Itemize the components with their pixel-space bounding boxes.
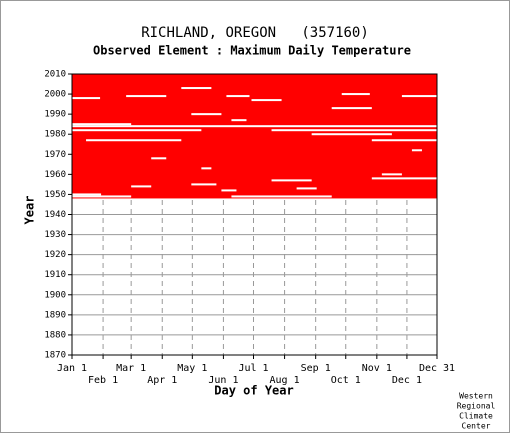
- missing-segment: [191, 183, 217, 186]
- missing-segment: [231, 195, 332, 198]
- y-tick-label: 1920: [44, 250, 66, 260]
- y-tick-label: 1960: [44, 170, 66, 180]
- missing-segment: [131, 185, 152, 188]
- y-tick-label: 1930: [44, 230, 66, 240]
- x-tick-label: Oct 1: [331, 375, 361, 386]
- y-tick-label: 1910: [44, 270, 66, 280]
- missing-segment: [226, 95, 250, 98]
- x-tick-label: Nov 1: [362, 363, 392, 374]
- missing-segment: [151, 157, 167, 160]
- missing-segment: [231, 119, 247, 122]
- plot-border: [71, 73, 438, 356]
- missing-segment: [401, 95, 437, 98]
- missing-segment: [72, 195, 132, 198]
- credit-line: Regional: [457, 402, 496, 411]
- x-tick-label: Dec 31: [419, 363, 455, 374]
- y-tick-label: 1940: [44, 210, 66, 220]
- x-tick-label: Apr 1: [147, 375, 177, 386]
- y-tick-label: 2000: [44, 90, 66, 100]
- x-tick-label: Jun 1: [208, 375, 238, 386]
- y-axis-label: Year: [23, 196, 37, 225]
- x-tick-label: Jul 1: [238, 363, 268, 374]
- missing-segment: [341, 93, 370, 96]
- credit-line: Center: [462, 422, 491, 431]
- missing-segment: [72, 125, 437, 128]
- x-tick-label: Aug 1: [270, 375, 300, 386]
- missing-segment: [251, 99, 282, 102]
- x-tick-label: Dec 1: [392, 375, 422, 386]
- missing-segment: [72, 97, 101, 100]
- y-tick-label: 2010: [44, 70, 66, 80]
- missing-segment: [86, 139, 182, 142]
- missing-segment: [271, 129, 437, 132]
- x-tick-label: Jan 1: [57, 363, 87, 374]
- x-tick-label: May 1: [177, 363, 207, 374]
- credit-line: Climate: [459, 412, 493, 421]
- missing-segment: [201, 167, 212, 170]
- chart-subtitle: Observed Element : Maximum Daily Tempera…: [93, 44, 411, 58]
- missing-segment: [191, 113, 222, 116]
- y-tick-label: 1890: [44, 310, 66, 320]
- missing-segment: [181, 87, 212, 90]
- missing-segment: [371, 139, 437, 142]
- y-tick-label: 1970: [44, 150, 66, 160]
- y-tick-label: 1880: [44, 330, 66, 340]
- missing-segment: [72, 193, 102, 196]
- missing-segment: [411, 149, 422, 152]
- missing-segment: [381, 173, 402, 176]
- missing-segment: [311, 133, 392, 136]
- missing-segment: [296, 187, 317, 190]
- y-tick-label: 1870: [44, 351, 66, 361]
- missing-segment: [271, 179, 312, 182]
- y-tick-label: 1980: [44, 130, 66, 140]
- y-tick-label: 1900: [44, 290, 66, 300]
- x-tick-label: Mar 1: [116, 363, 146, 374]
- chart-title: RICHLAND, OREGON (357160): [141, 25, 369, 41]
- x-tick-label: Feb 1: [88, 375, 118, 386]
- missing-segment: [371, 177, 437, 180]
- y-tick-label: 1950: [44, 190, 66, 200]
- missing-segment: [331, 107, 372, 110]
- missing-segment: [221, 189, 237, 192]
- missing-segment: [72, 129, 202, 132]
- missing-segment: [72, 123, 132, 126]
- x-tick-label: Sep 1: [301, 363, 331, 374]
- credit-line: Western: [459, 392, 493, 401]
- y-tick-label: 1990: [44, 110, 66, 120]
- missing-segment: [126, 95, 167, 98]
- coverage-block: [72, 74, 437, 199]
- x-axis-label: Day of Year: [214, 384, 293, 398]
